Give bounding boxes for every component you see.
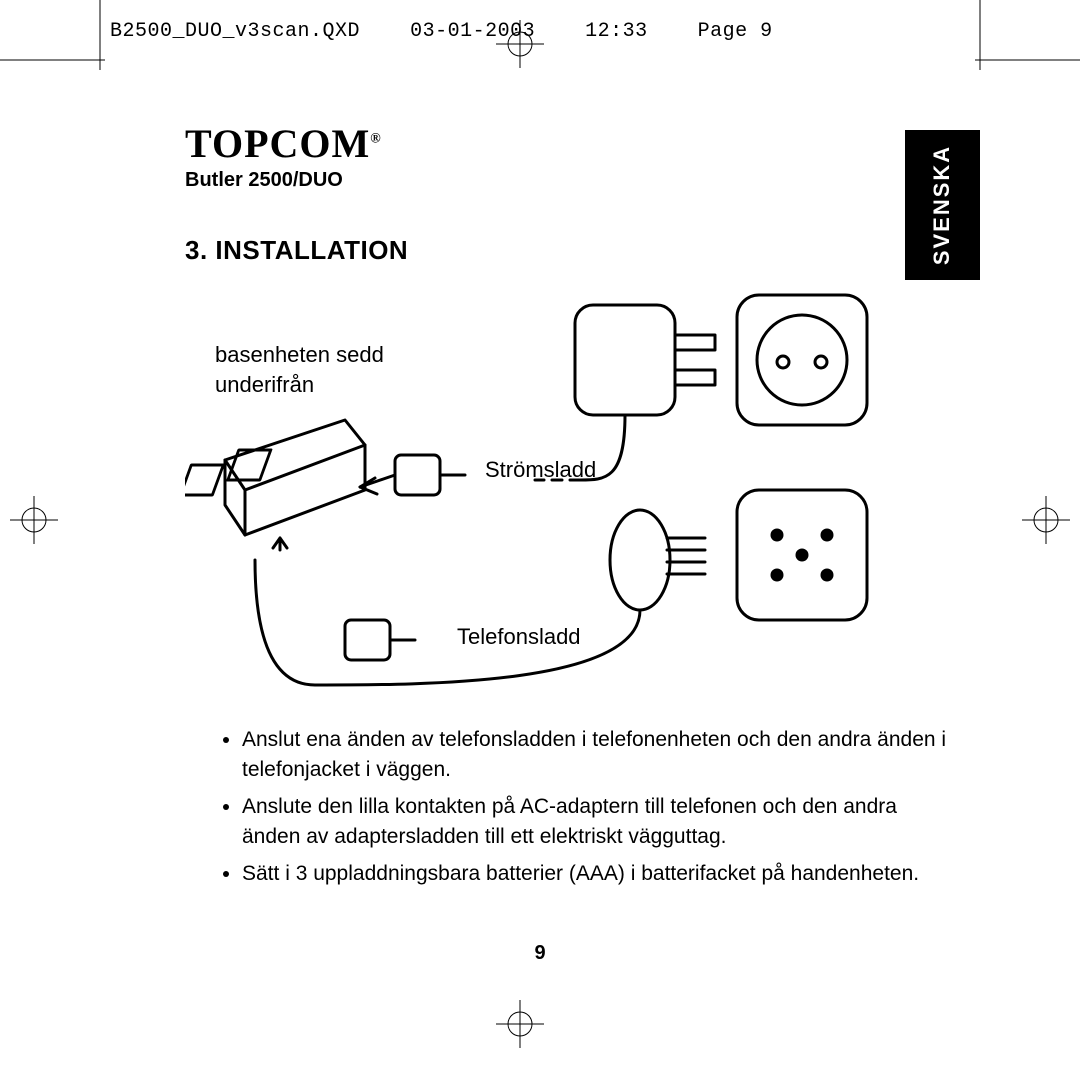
base-unit-icon bbox=[185, 420, 365, 535]
label-phone-cord: Telefonsladd bbox=[457, 622, 581, 652]
page-number: 9 bbox=[534, 942, 545, 965]
wall-socket-phone-icon bbox=[737, 490, 867, 620]
section-title-text: INSTALLATION bbox=[215, 235, 408, 265]
wall-socket-power-icon bbox=[737, 295, 867, 425]
corner-rule-rt bbox=[975, 55, 1080, 65]
instruction-list: Anslut ena änden av telefonsladden i tel… bbox=[220, 725, 960, 895]
label-power-cord: Strömsladd bbox=[485, 455, 596, 485]
header-page: Page 9 bbox=[698, 20, 773, 43]
print-header: B2500_DUO_v3scan.QXD 03-01-2003 12:33 Pa… bbox=[110, 20, 773, 43]
instruction-item: Anslute den lilla kontakten på AC-adapte… bbox=[242, 792, 960, 853]
crop-mark-right bbox=[1022, 496, 1070, 544]
ac-adapter-icon bbox=[575, 305, 715, 415]
brand-name: TOPCOM bbox=[185, 121, 370, 166]
caption-base-unit: basenheten sedd underifrån bbox=[215, 340, 435, 399]
corner-rule-lt bbox=[0, 55, 105, 65]
phone-connector-icon bbox=[345, 620, 415, 660]
installation-diagram: basenheten sedd underifrån Strömsladd Te… bbox=[185, 290, 945, 710]
brand-model: Butler 2500/DUO bbox=[185, 169, 382, 192]
language-tab: SVENSKA bbox=[905, 130, 980, 280]
phone-plug-icon bbox=[610, 510, 705, 610]
brand-reg: ® bbox=[370, 132, 381, 147]
header-filename: B2500_DUO_v3scan.QXD bbox=[110, 20, 360, 43]
crop-mark-left bbox=[10, 496, 58, 544]
crop-mark-bottom bbox=[496, 1000, 544, 1048]
brand-logo: TOPCOM® bbox=[185, 120, 382, 167]
header-time: 12:33 bbox=[585, 20, 648, 43]
section-number: 3. bbox=[185, 235, 208, 265]
brand-block: TOPCOM® Butler 2500/DUO bbox=[185, 120, 382, 192]
power-connector-icon bbox=[395, 455, 465, 495]
page-content: TOPCOM® Butler 2500/DUO 3. INSTALLATION … bbox=[100, 60, 980, 1000]
instruction-item: Anslut ena änden av telefonsladden i tel… bbox=[242, 725, 960, 786]
section-heading: 3. INSTALLATION bbox=[185, 235, 408, 266]
instruction-item: Sätt i 3 uppladdningsbara batterier (AAA… bbox=[242, 859, 960, 889]
language-label: SVENSKA bbox=[930, 145, 956, 265]
